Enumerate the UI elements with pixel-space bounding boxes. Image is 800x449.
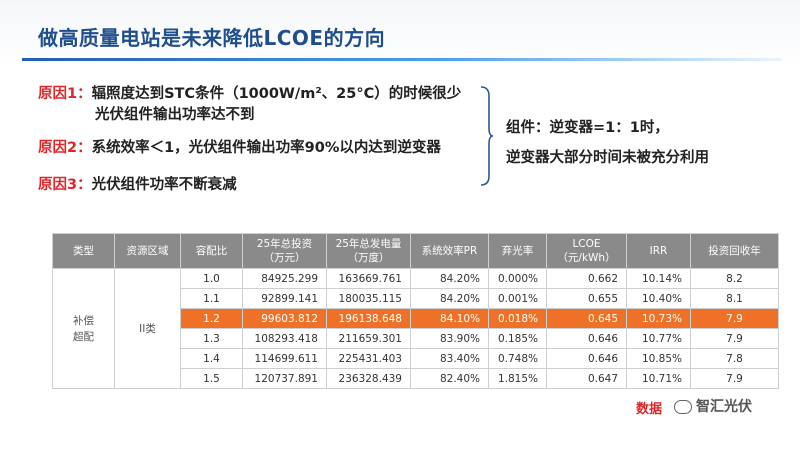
table-cell: 114699.611 [242, 348, 327, 369]
title-underline [22, 58, 782, 61]
column-header-6: 弃光率 [488, 233, 547, 269]
column-header-2: 容配比 [180, 233, 243, 269]
type-cell: 补偿 超配 [52, 268, 115, 389]
table-cell: 0.646 [546, 328, 627, 349]
table-cell: 1.3 [180, 328, 243, 349]
table-cell: 196138.648 [326, 308, 411, 329]
page-title: 做高质量电站是未来降低LCOE的方向 [38, 26, 386, 50]
table-cell: 10.73% [626, 308, 691, 329]
table-cell: 0.748% [488, 348, 547, 369]
title-bar [0, 0, 800, 66]
table-cell: 8.1 [690, 288, 779, 309]
table-cell: 180035.115 [326, 288, 411, 309]
table-cell: 1.0 [180, 268, 243, 289]
right-brace-icon [480, 86, 494, 186]
column-header-3: 25年总投资 （万元） [242, 233, 327, 269]
reason-3-text: 光伏组件功率不断衰减 [91, 177, 237, 193]
table-cell: 120737.891 [242, 368, 327, 389]
reason-2-text: 系统效率＜1，光伏组件输出功率90%以内达到逆变器 [91, 140, 441, 156]
table-cell: 0.662 [546, 268, 627, 289]
column-header-4: 25年总发电量 （万度） [326, 233, 411, 269]
table-cell: 10.85% [626, 348, 691, 369]
table-row: 1.1 92899.141 180035.115 84.20% 0.001% 0.655 1… [53, 288, 779, 309]
reason-1-text: 辐照度达到STC条件（1000W/m²、25°C）的时候很少 [91, 86, 462, 102]
table-cell: 7.9 [690, 368, 779, 389]
table-cell: 0.018% [488, 308, 547, 329]
table-row: 1.4 114699.611 225431.403 83.40% 0.748% 0.646… [53, 348, 779, 369]
table-cell: 84.20% [410, 288, 489, 309]
column-header-5: 系统效率PR [410, 233, 489, 269]
reason-2-label: 原因2： [38, 140, 92, 156]
table-cell: 225431.403 [326, 348, 411, 369]
table-cell: 0.001% [488, 288, 547, 309]
reason-3-label: 原因3： [38, 177, 92, 193]
column-header-8: IRR [626, 233, 691, 269]
table-cell: 83.90% [410, 328, 489, 349]
table-cell: 7.9 [690, 308, 779, 329]
table-row: 1.5 120737.891 236328.439 82.40% 1.815% 0.647… [53, 368, 779, 389]
column-header-9: 投资回收年 [690, 233, 779, 269]
note-line-2: 逆变器大部分时间未被充分利用 [506, 150, 709, 166]
table-cell: 7.8 [690, 348, 779, 369]
wechat-account-name: 智汇光伏 [696, 399, 752, 415]
table-cell: 236328.439 [326, 368, 411, 389]
table-cell: 10.40% [626, 288, 691, 309]
table-cell: 0.000% [488, 268, 547, 289]
table-cell: 0.185% [488, 328, 547, 349]
reason-3: 原因3：光伏组件功率不断衰减 [38, 175, 237, 196]
column-header-0: 类型 [52, 233, 115, 269]
table-row: 1.2 99603.812 196138.648 84.10% 0.018% 0.645 1… [53, 308, 779, 329]
table-cell: 0.646 [546, 348, 627, 369]
reason-1: 原因1：辐照度达到STC条件（1000W/m²、25°C）的时候很少 光伏组件输… [38, 84, 461, 126]
table-cell: 84925.299 [242, 268, 327, 289]
table-cell: 163669.761 [326, 268, 411, 289]
table-cell: 108293.418 [242, 328, 327, 349]
table-cell: 83.40% [410, 348, 489, 369]
table-header-row: 类型 资源区域 容配比 25年总投资 （万元） 25年总发电量 （万度） 系统效率PR 弃光… [52, 233, 779, 269]
table-cell: 99603.812 [242, 308, 327, 329]
region-cell: II类 [114, 268, 181, 389]
column-header-7: LCOE （元/kWh） [546, 233, 627, 269]
table-row: 补偿 超配 II类 1.0 84925.299 163669.761 84.20% 0.00… [52, 268, 779, 389]
table-cell: 1.5 [180, 368, 243, 389]
table-cell: 1.2 [180, 308, 243, 329]
wechat-icon [674, 400, 692, 414]
table-cell: 1.4 [180, 348, 243, 369]
table-cell: 10.71% [626, 368, 691, 389]
table-cell: 84.20% [410, 268, 489, 289]
table-cell: 0.647 [546, 368, 627, 389]
table-cell: 211659.301 [326, 328, 411, 349]
table-cell: 1.815% [488, 368, 547, 389]
table-cell: 1.1 [180, 288, 243, 309]
reason-2: 原因2：系统效率＜1，光伏组件输出功率90%以内达到逆变器 [38, 138, 441, 159]
watermark-text: 数据 [636, 402, 663, 417]
table-cell: 7.9 [690, 328, 779, 349]
column-header-1: 资源区域 [114, 233, 181, 269]
table-cell: 10.14% [626, 268, 691, 289]
wechat-account: 智汇光伏 [674, 396, 752, 416]
table-cell: 8.2 [690, 268, 779, 289]
table-cell: 0.645 [546, 308, 627, 329]
reason-1-text-line2: 光伏组件输出功率达不到 [95, 107, 255, 123]
table-cell: 0.655 [546, 288, 627, 309]
reason-1-label: 原因1： [38, 86, 92, 102]
table-cell: 84.10% [410, 308, 489, 329]
table-cell: 82.40% [410, 368, 489, 389]
table-cell: 92899.141 [242, 288, 327, 309]
data-table: 类型 资源区域 容配比 25年总投资 （万元） 25年总发电量 （万度） 系统效率PR 弃光… [52, 233, 779, 389]
table-cell: 10.77% [626, 328, 691, 349]
note-line-1: 组件：逆变器=1：1时， [506, 120, 669, 136]
